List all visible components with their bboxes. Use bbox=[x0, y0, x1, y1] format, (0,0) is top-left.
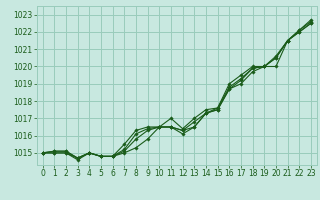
Text: Graphe pression niveau de la mer (hPa): Graphe pression niveau de la mer (hPa) bbox=[58, 184, 262, 194]
